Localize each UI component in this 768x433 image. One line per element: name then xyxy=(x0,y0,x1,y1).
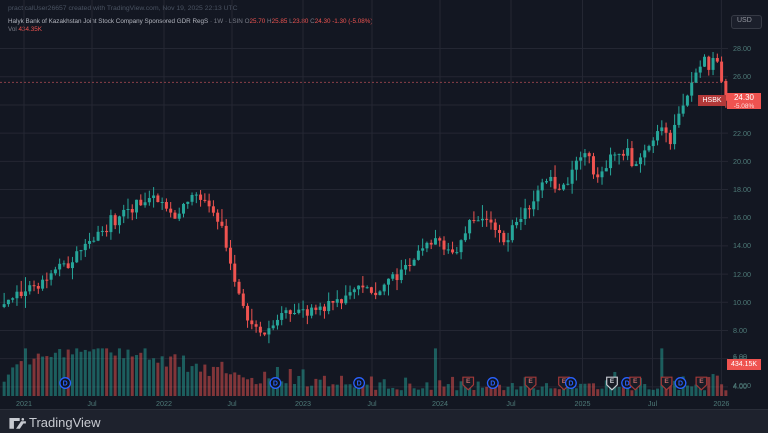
svg-text:D: D xyxy=(678,381,683,388)
svg-text:D: D xyxy=(625,381,630,388)
svg-text:E: E xyxy=(610,378,615,385)
svg-text:E: E xyxy=(466,378,471,385)
svg-text:E: E xyxy=(633,378,638,385)
svg-text:E: E xyxy=(699,378,704,385)
svg-text:D: D xyxy=(273,381,278,388)
svg-text:D: D xyxy=(490,381,495,388)
svg-text:E: E xyxy=(664,378,669,385)
svg-text:D: D xyxy=(63,381,68,388)
svg-text:D: D xyxy=(357,381,362,388)
svg-text:D: D xyxy=(568,381,573,388)
svg-text:E: E xyxy=(528,378,533,385)
